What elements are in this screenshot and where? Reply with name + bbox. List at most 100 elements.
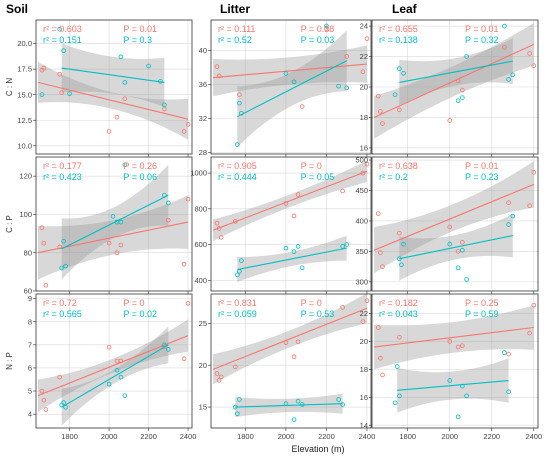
panel-3-3: r² = 0.182 P = 0.25 r² = 0.043 P = 0.59 14 16… [360, 293, 542, 441]
data-point [360, 69, 366, 75]
column-title-leaf: Leaf [392, 2, 418, 16]
stat-p: P = 0.03 [301, 35, 335, 45]
data-point [502, 23, 507, 29]
panel-1-2: r² = 0.111 P = 0.38 r² = 0.52 P = 0.03 28 32 3… [199, 19, 372, 157]
x-tick-label: 2000 [441, 432, 458, 441]
data-point [460, 95, 465, 100]
data-point [185, 122, 191, 127]
data-point [295, 339, 301, 345]
regression-line [237, 60, 347, 118]
panel-border [371, 293, 539, 429]
data-point [502, 350, 507, 355]
data-point [291, 213, 297, 219]
y-tick-label: 12.5 [17, 116, 32, 125]
data-point [122, 393, 128, 398]
data-point [181, 261, 187, 267]
data-point [460, 239, 465, 245]
regression-line [397, 379, 509, 391]
data-point [166, 200, 171, 206]
y-tick-label: 18 [360, 365, 368, 374]
data-point [181, 356, 187, 361]
panel-2-2: r² = 0.905 P = 0 r² = 0.444 P = 0.05 400 600 8… [190, 156, 372, 294]
data-point [394, 364, 400, 369]
data-point [233, 404, 238, 410]
data-point [460, 87, 465, 93]
y-tick-label: 10.0 [17, 141, 32, 150]
y-tick-label: 20 [199, 361, 207, 370]
stat-p: P = 0.01 [465, 161, 499, 171]
stat-p: P = 0.06 [123, 172, 157, 182]
data-point [527, 203, 532, 209]
data-point [378, 355, 383, 361]
stat-r2: r² = 0.444 [218, 172, 257, 182]
y-tick-label: 350 [355, 247, 368, 256]
stat-r2: r² = 0.177 [43, 161, 82, 171]
data-point [41, 65, 47, 71]
y-axis-label: C : N [5, 78, 14, 96]
data-point [166, 217, 171, 223]
data-point [39, 92, 45, 97]
data-point [291, 249, 297, 254]
y-tick-label: 4 [28, 410, 32, 419]
data-point [233, 219, 238, 224]
data-point [376, 211, 381, 216]
regression-line [373, 183, 535, 251]
stat-p: P = 0.59 [465, 309, 499, 319]
stat-r2: r² = 0.423 [43, 172, 82, 182]
data-point [295, 244, 301, 249]
regression-line [212, 63, 367, 79]
y-tick-label: 400 [355, 217, 368, 226]
data-point [235, 272, 240, 278]
data-point [118, 219, 124, 225]
data-point [380, 264, 385, 269]
data-point [378, 109, 383, 114]
data-point [114, 367, 120, 373]
data-point [218, 374, 224, 380]
stat-r2: r² = 0.565 [43, 309, 82, 319]
data-point [63, 263, 68, 269]
data-point [237, 269, 242, 274]
y-tick-label: 100 [19, 210, 32, 219]
regression-line [212, 307, 368, 370]
data-point [283, 245, 289, 251]
stat-p: P = 0.05 [301, 172, 335, 182]
panel-border [371, 156, 539, 292]
data-point [531, 302, 537, 308]
regression-line [212, 170, 368, 231]
data-point [39, 388, 45, 394]
data-point [291, 79, 297, 85]
stat-p: P = 0 [301, 298, 322, 308]
data-point [455, 344, 461, 350]
data-point [63, 404, 68, 410]
data-point [447, 224, 453, 230]
data-point [283, 340, 289, 345]
data-point [122, 96, 128, 102]
data-point [464, 393, 469, 399]
data-point [283, 401, 289, 407]
y-tick-label: 9 [28, 294, 32, 303]
data-point [455, 414, 461, 420]
data-point [447, 339, 453, 344]
column-title-soil: Soil [6, 2, 28, 16]
data-point [397, 393, 402, 399]
data-point [185, 196, 191, 202]
data-point [118, 54, 124, 60]
y-tick-label: 300 [355, 277, 368, 286]
data-point [61, 48, 66, 53]
data-point [401, 241, 406, 247]
data-point [360, 319, 366, 324]
data-point [299, 104, 305, 109]
data-point [214, 220, 220, 226]
y-tick-label: 15.0 [17, 90, 32, 99]
data-point [364, 161, 370, 167]
data-point [531, 169, 537, 175]
data-point [527, 51, 532, 56]
data-point [59, 265, 64, 271]
data-point [464, 277, 469, 282]
data-point [214, 371, 220, 376]
stat-r2: r² = 0.182 [379, 298, 418, 308]
data-point [57, 244, 62, 250]
y-tick-label: 28 [199, 148, 207, 157]
y-tick-label: 24 [360, 22, 368, 31]
